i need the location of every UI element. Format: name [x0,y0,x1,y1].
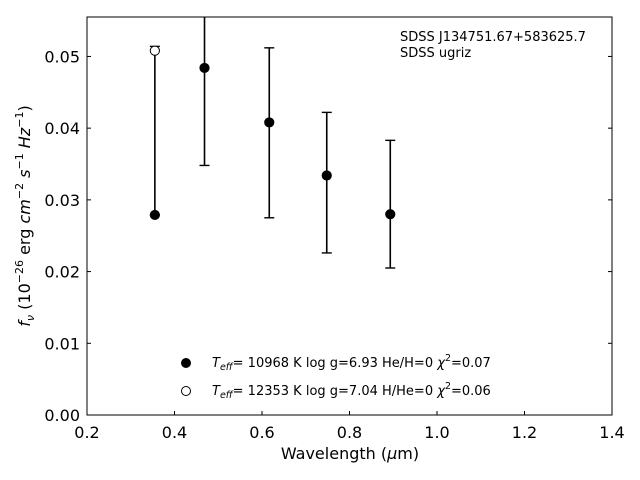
x-tick-label: 1.4 [599,423,624,442]
x-tick-label: 0.8 [337,423,362,442]
legend-label-series-2: Teff= 12353 K log g=7.04 H/He=0 χ2=0.06 [212,381,491,401]
x-tick-label: 0.6 [249,423,274,442]
model-point-filled [199,62,210,74]
model-point-open [149,45,160,56]
x-tick-label: 0.4 [162,423,187,442]
y-tick-label: 0.01 [44,334,80,353]
x-axis: 0.2 0.4 0.6 0.8 1.0 1.2 1.4 [74,411,625,442]
legend: Teff= 10968 K log g=6.93 He/H=0 χ2=0.07 … [181,353,491,401]
model-point-filled [149,209,160,221]
legend-marker-filled [181,358,191,368]
y-tick-label: 0.00 [44,406,80,425]
x-axis-label: Wavelength (μm) [281,444,419,463]
x-tick-label: 0.2 [74,423,99,442]
y-tick-label: 0.04 [44,119,80,138]
y-tick-label: 0.02 [44,263,80,282]
y-tick-label: 0.03 [44,191,80,210]
model-point-filled [385,209,396,220]
legend-label-series-1: Teff= 10968 K log g=6.93 He/H=0 χ2=0.07 [212,353,491,373]
annotation-object-name: SDSS J134751.67+583625.7 [400,30,586,45]
legend-marker-open [181,386,191,396]
x-tick-label: 1.2 [512,423,537,442]
y-axis: 0.00 0.01 0.02 0.03 0.04 0.05 [44,47,612,425]
model-point-filled [264,117,275,128]
plot-marks [149,17,396,269]
model-point-filled [321,170,332,181]
x-tick-label: 1.0 [424,423,449,442]
annotation-photometry: SDSS ugriz [400,46,471,61]
y-axis-label: fν (10−26 erg cm−2 s−1 Hz−1) [13,105,37,326]
y-tick-label: 0.05 [44,47,80,66]
